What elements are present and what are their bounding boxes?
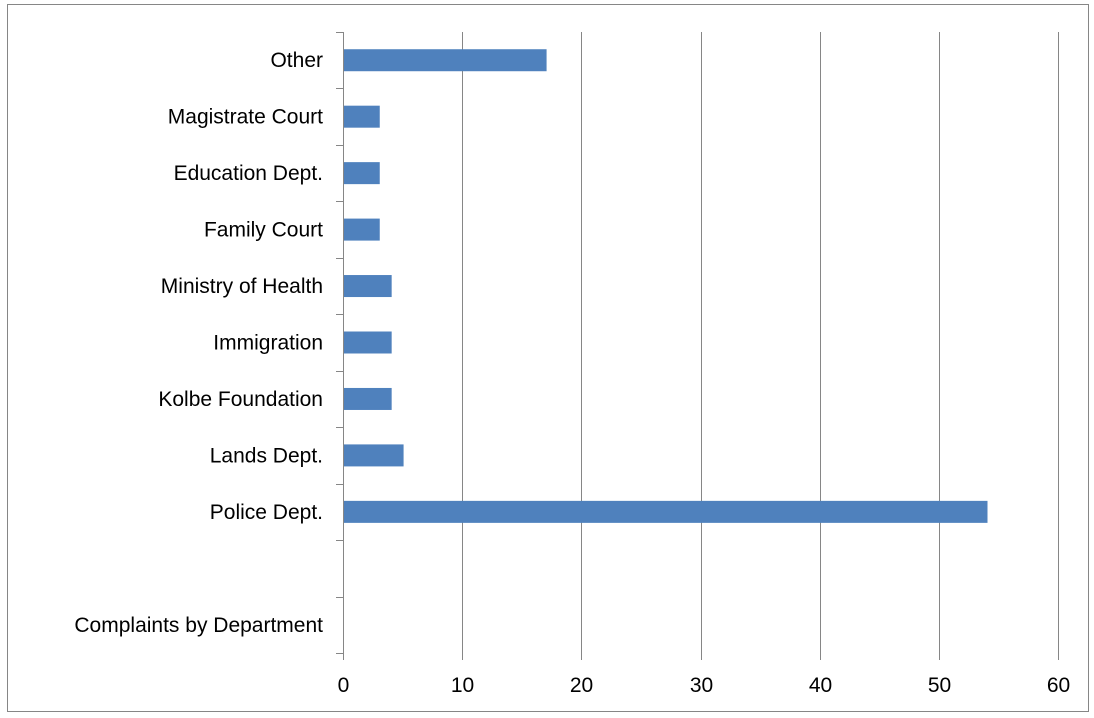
x-tick-label: 20 [570, 674, 593, 697]
bar [344, 105, 380, 128]
category-label: Education Dept. [174, 162, 323, 185]
x-tick-label: 50 [928, 674, 951, 697]
gridlines [462, 32, 1059, 653]
bar [344, 387, 392, 410]
x-tick-label: 30 [690, 674, 713, 697]
chart-frame: 0 10 20 30 40 50 60 Complaints by Department Pol… [7, 4, 1089, 712]
x-tick-label: 10 [451, 674, 474, 697]
bar [344, 218, 380, 241]
category-label: Ministry of Health [161, 275, 323, 298]
bar [344, 49, 547, 72]
category-label: Lands Dept. [210, 444, 323, 467]
category-label: Family Court [204, 219, 323, 242]
bar [344, 162, 380, 185]
x-tick-label: 40 [809, 674, 832, 697]
category-label: Immigration [213, 332, 323, 355]
category-label: Magistrate Court [168, 106, 323, 129]
axes [336, 32, 1059, 660]
x-tick-label: 60 [1047, 674, 1070, 697]
bar [344, 275, 392, 298]
bar [344, 500, 988, 523]
category-label: Other [270, 49, 323, 72]
bar-chart: 0 10 20 30 40 50 60 Complaints by Department Pol… [74, 32, 1070, 697]
category-label: Kolbe Foundation [158, 388, 323, 411]
x-tick-label: 0 [338, 674, 350, 697]
labels: 0 10 20 30 40 50 60 Complaints by Department Pol… [74, 49, 1070, 697]
bar [344, 331, 392, 354]
bar [344, 444, 404, 467]
bars [344, 49, 988, 523]
category-label: Complaints by Department [74, 614, 323, 637]
category-label: Police Dept. [210, 501, 323, 524]
